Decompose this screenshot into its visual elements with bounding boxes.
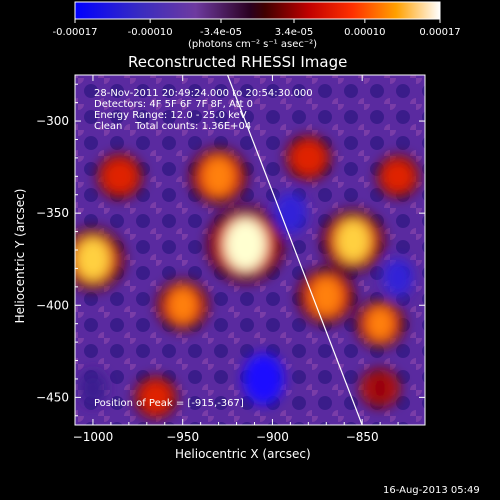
colorbar: -0.00017 -0.00010 -3.4e-05 3.4e-05 0.00010 0.… bbox=[53, 1, 461, 38]
y-tick-label: −400 bbox=[36, 298, 69, 312]
heatmap-negative-source bbox=[242, 352, 285, 405]
annotation-clean: Clean Total counts: 1.36E+04 bbox=[94, 121, 252, 132]
x-tick-label: −950 bbox=[166, 430, 199, 444]
x-axis-label: Heliocentric X (arcsec) bbox=[175, 447, 311, 461]
heatmap-positive-source bbox=[295, 142, 321, 174]
colorbar-gradient bbox=[74, 1, 441, 20]
heatmap-positive-source bbox=[224, 218, 267, 271]
timestamp: 16-Aug-2013 05:49 bbox=[383, 485, 480, 496]
colorbar-ticks: -0.00017 -0.00010 -3.4e-05 3.4e-05 0.00010 0.… bbox=[53, 19, 461, 38]
annotation-detectors: Detectors: 4F 5F 6F 7F 8F, Att 0 bbox=[94, 99, 254, 110]
peak-position-label: Position of Peak = [-915,-367] bbox=[94, 398, 244, 409]
x-tick-label: −850 bbox=[346, 430, 379, 444]
heatmap-negative-source bbox=[273, 191, 308, 235]
heatmap-positive-source bbox=[107, 160, 133, 192]
colorbar-tick-label: 0.00017 bbox=[419, 27, 460, 38]
colorbar-tick-label: -3.4e-05 bbox=[200, 27, 242, 38]
heatmap-positive-source bbox=[310, 276, 342, 316]
heatmap-positive-source bbox=[369, 374, 392, 402]
y-tick-label: −450 bbox=[36, 390, 69, 404]
y-tick-label: −300 bbox=[36, 114, 69, 128]
colorbar-unit-label: (photons cm⁻² s⁻¹ asec⁻²) bbox=[188, 39, 318, 50]
heatmap-positive-source bbox=[386, 161, 410, 192]
colorbar-tick-label: -0.00010 bbox=[128, 27, 173, 38]
annotation-block: 28-Nov-2011 20:49:24.000 to 20:54:30.000… bbox=[94, 88, 313, 132]
annotation-time: 28-Nov-2011 20:49:24.000 to 20:54:30.000 bbox=[94, 88, 313, 99]
heatmap-positive-source bbox=[336, 219, 371, 263]
heatmap-positive-source bbox=[366, 307, 394, 341]
annotation-energy: Energy Range: 12.0 - 25.0 keV bbox=[94, 110, 247, 121]
heatmap-sources bbox=[75, 134, 421, 420]
colorbar-tick-label: 3.4e-05 bbox=[275, 27, 313, 38]
y-axis-ticks: −300 −350 −400 −450 bbox=[36, 83, 425, 417]
y-tick-label: −350 bbox=[36, 206, 69, 220]
y-axis-label: Heliocentric Y (arcsec) bbox=[13, 188, 27, 324]
x-tick-label: −1000 bbox=[73, 430, 114, 444]
heatmap-positive-source bbox=[75, 237, 110, 281]
heatmap-positive-source bbox=[168, 287, 197, 323]
colorbar-tick-label: -0.00017 bbox=[53, 27, 98, 38]
heatmap-negative-source bbox=[382, 258, 414, 298]
x-tick-label: −900 bbox=[256, 430, 289, 444]
heatmap-positive-source bbox=[203, 156, 235, 196]
solar-limb-line bbox=[227, 75, 363, 425]
colorbar-tick-label: 0.00010 bbox=[344, 27, 385, 38]
heatmap-positive-source bbox=[144, 382, 168, 413]
heatmap-negative-source bbox=[78, 370, 107, 406]
x-axis-ticks: −1000 −950 −900 −850 bbox=[73, 75, 399, 444]
chart-title: Reconstructed RHESSI Image bbox=[128, 53, 348, 71]
